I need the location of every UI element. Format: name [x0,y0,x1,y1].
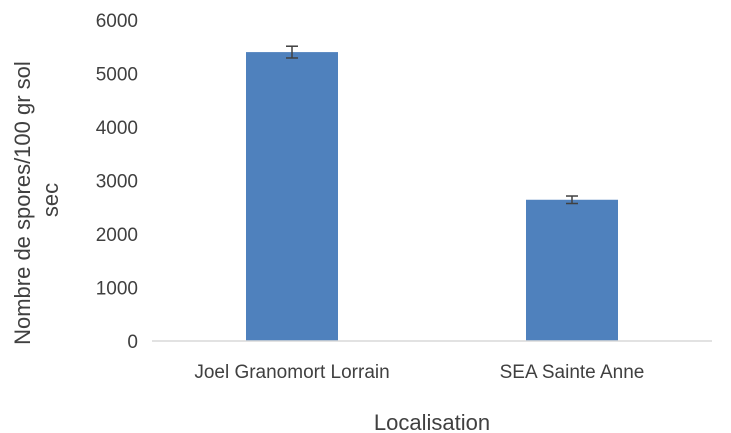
y-axis-tick-labels: 0 1000 2000 3000 4000 5000 6000 [96,11,138,353]
x-axis-tick-labels: Joel Granomort Lorrain SEA Sainte Anne [194,362,644,383]
y-tick-label: 5000 [96,65,138,86]
bar [526,199,618,341]
y-tick-label: 6000 [96,11,138,32]
y-tick-label: 0 [127,332,138,353]
error-bars [286,45,578,205]
y-tick-label: 1000 [96,279,138,300]
y-axis-title: Nombre de spores/100 gr sol sec [10,55,63,345]
x-axis-title: Localisation [374,410,490,433]
bar [246,52,338,341]
bars [246,52,618,341]
error-bar [566,195,578,205]
y-axis-title-line-2: sec [38,183,63,217]
x-tick-label: SEA Sainte Anne [500,362,645,383]
error-bar [286,45,298,59]
y-tick-label: 3000 [96,172,138,193]
y-tick-label: 4000 [96,118,138,139]
y-axis-title-line-1: Nombre de spores/100 gr sol [10,61,35,345]
x-tick-label: Joel Granomort Lorrain [194,362,389,383]
y-tick-label: 2000 [96,225,138,246]
